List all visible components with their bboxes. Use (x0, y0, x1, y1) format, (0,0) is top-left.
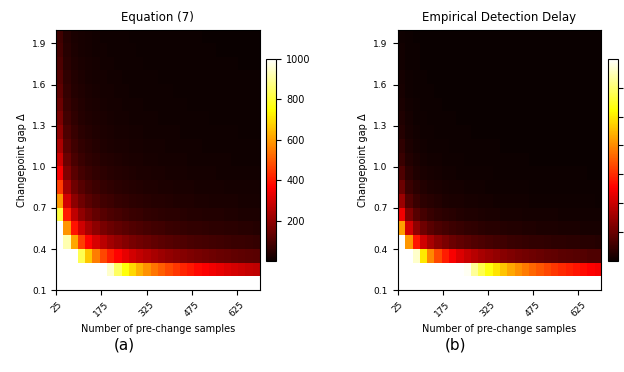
X-axis label: Number of pre-change samples: Number of pre-change samples (80, 324, 235, 334)
Title: Empirical Detection Delay: Empirical Detection Delay (422, 12, 577, 25)
Y-axis label: Changepoint gap Δ: Changepoint gap Δ (16, 113, 26, 207)
Y-axis label: Changepoint gap Δ: Changepoint gap Δ (358, 113, 368, 207)
Text: (a): (a) (114, 338, 135, 353)
Text: (b): (b) (445, 338, 466, 353)
Title: Equation (7): Equation (7) (122, 12, 194, 25)
X-axis label: Number of pre-change samples: Number of pre-change samples (422, 324, 577, 334)
